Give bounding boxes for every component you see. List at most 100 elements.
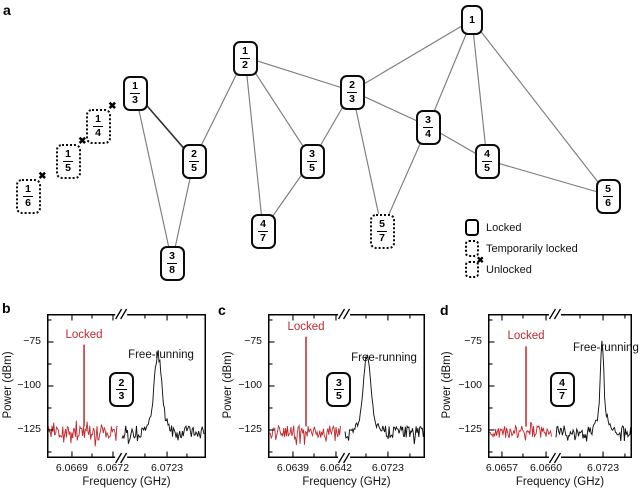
- fraction-denominator: 7: [559, 390, 565, 402]
- fraction-numerator: 3: [333, 377, 345, 390]
- fraction-denominator: 4: [425, 127, 431, 140]
- x-tick-label: 6.0672: [96, 462, 130, 474]
- free-running-annotation: Free-running: [573, 341, 639, 354]
- axis-break-icon: [553, 452, 562, 464]
- axis-break-icon: [120, 452, 128, 464]
- fraction-denominator: 3: [132, 93, 138, 106]
- fraction-denominator: 4: [95, 126, 101, 139]
- network-edge: [134, 91, 173, 263]
- unlocked-x-icon: ✖: [108, 100, 117, 112]
- y-axis-title: Power (dBm): [2, 351, 14, 419]
- fraction-denominator: 5: [336, 390, 342, 402]
- axis-break-icon: [342, 308, 351, 320]
- locked-annotation: Locked: [287, 320, 325, 333]
- fraction-denominator: 3: [118, 390, 125, 402]
- fraction-numerator: 4: [481, 148, 493, 162]
- locked-trace: [489, 421, 552, 441]
- network-edge: [244, 56, 353, 92]
- node-1-6: 1 6 ✖: [15, 171, 47, 214]
- node-1-4: 1 4 ✖: [85, 101, 117, 144]
- fraction-denominator: 7: [260, 231, 266, 244]
- fraction-numerator: 1: [129, 80, 141, 94]
- panel-a-label: a: [3, 2, 11, 18]
- x-tick-label: 6.0723: [371, 462, 404, 474]
- y-tick-label: −125: [17, 423, 41, 436]
- y-tick-label: −125: [238, 423, 262, 436]
- fraction-numerator: 3: [306, 148, 318, 162]
- axis-break-icon: [548, 308, 557, 320]
- fraction-numerator: 1: [92, 113, 104, 127]
- panel-b-label: b: [2, 300, 11, 316]
- unlocked-x-icon: ✖: [476, 255, 484, 265]
- legend-item-unlocked: ✖ Unlocked: [465, 256, 578, 278]
- fraction-numerator: 1: [22, 183, 34, 197]
- fraction-denominator: 2: [242, 58, 248, 71]
- free-running-trace: [555, 340, 632, 442]
- network-edge: [486, 159, 609, 196]
- x-tick-label: 6.0669: [55, 462, 89, 474]
- unlocked-x-icon: ✖: [78, 135, 87, 147]
- network-edge: [351, 19, 473, 92]
- node-1-5: 1 5 ✖: [55, 136, 87, 179]
- legend-label: Temporarily locked: [486, 242, 578, 255]
- axis-break-icon: [337, 308, 346, 320]
- locked-trace: [47, 420, 118, 447]
- panel-d-label: d: [440, 302, 449, 318]
- fraction-denominator: 5: [65, 161, 71, 174]
- fraction-denominator: 3: [349, 92, 355, 105]
- free-running-trace: [344, 354, 424, 445]
- network-edge: [351, 90, 383, 231]
- network-edge: [244, 56, 264, 231]
- fraction-denominator: 6: [25, 196, 31, 209]
- locked-annotation: Locked: [65, 328, 103, 341]
- legend-locked-icon: [465, 219, 479, 236]
- fraction-denominator: 6: [605, 196, 611, 209]
- fraction-numerator: 2: [115, 377, 127, 390]
- axis-break-icon: [337, 452, 346, 464]
- legend-item-locked: Locked: [465, 219, 578, 236]
- y-tick-label: −100: [458, 379, 482, 392]
- fraction-numerator: 5: [602, 183, 614, 197]
- network-edge: [244, 56, 313, 161]
- legend-item-temp: Temporarily locked: [465, 240, 578, 257]
- y-tick-label: −75: [464, 335, 482, 348]
- x-tick-label: 6.0723: [586, 462, 620, 474]
- fraction-denominator: 7: [379, 231, 385, 244]
- legend-label: Locked: [486, 221, 522, 234]
- fraction-denominator: 5: [484, 161, 490, 174]
- x-axis-title: Frequency (GHz): [82, 476, 171, 488]
- y-axis-title: Power (dBm): [222, 351, 234, 419]
- locked-trace: [269, 424, 341, 445]
- node-1: 1: [461, 5, 483, 35]
- fraction-numerator: 3: [422, 114, 434, 128]
- fraction-numerator: 1: [239, 45, 251, 59]
- y-tick-label: −125: [458, 423, 482, 436]
- free-running-annotation: Free-running: [351, 352, 417, 365]
- fraction-denominator: 5: [309, 161, 315, 174]
- fraction-denominator: 5: [191, 161, 197, 174]
- fraction-numerator: 1: [62, 148, 74, 162]
- legend-unlocked-icon: ✖: [465, 256, 484, 278]
- axis-break-icon: [342, 452, 351, 464]
- axis-break-icon: [548, 452, 557, 464]
- y-tick-label: −75: [23, 335, 41, 348]
- locked-annotation: Locked: [507, 330, 545, 343]
- fraction-denominator: 8: [169, 263, 175, 276]
- y-tick-label: −75: [244, 335, 262, 348]
- x-tick-label: 6.0723: [150, 462, 184, 474]
- fraction-numerator: 4: [556, 377, 568, 390]
- legend-label: Unlocked: [486, 263, 532, 276]
- fraction-numerator: 5: [376, 218, 388, 232]
